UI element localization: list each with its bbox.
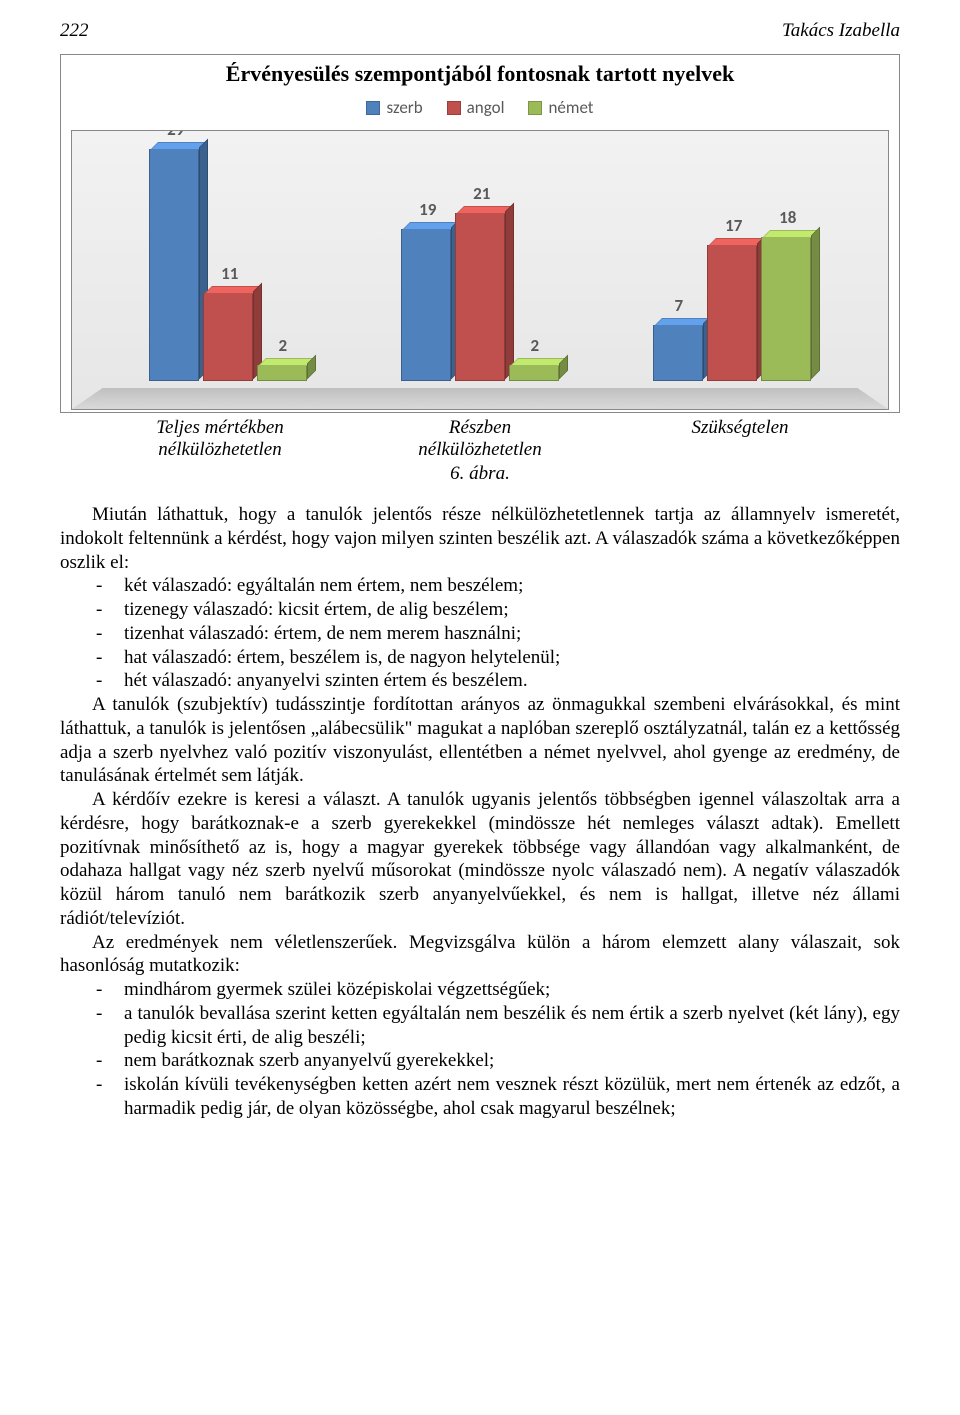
paragraph-2: A tanulók (szubjektív) tudásszintje ford… [60, 693, 900, 788]
chart-container: Érvényesülés szempontjából fontosnak tar… [60, 54, 900, 413]
bar-value-label: 11 [221, 263, 238, 284]
bar: 2 [257, 365, 307, 381]
body-text: Miután láthattuk, hogy a tanulók jelentő… [60, 503, 900, 1121]
bar-value-label: 17 [725, 215, 742, 236]
list-item: a tanulók bevallása szerint ketten egyál… [124, 1002, 900, 1050]
figure-caption: 6. ábra. [60, 463, 900, 485]
legend-swatch [447, 101, 461, 115]
chart-legend: szerb angol német [71, 97, 889, 118]
legend-swatch [366, 101, 380, 115]
category-label: Szükségtelen [610, 417, 870, 461]
bar: 18 [761, 237, 811, 381]
category-label: Részbennélkülözhetetlen [350, 417, 610, 461]
list-item: hat válaszadó: értem, beszélem is, de na… [124, 646, 900, 670]
chart-title: Érvényesülés szempontjából fontosnak tar… [71, 61, 889, 87]
bullet-list-1: két válaszadó: egyáltalán nem értem, nem… [60, 574, 900, 693]
paragraph-1: Miután láthattuk, hogy a tanulók jelentő… [60, 503, 900, 574]
bar-group: 29112 [149, 149, 307, 381]
list-item: tizenhat válaszadó: értem, de nem merem … [124, 622, 900, 646]
bar-group: 19212 [401, 213, 559, 381]
category-label: Teljes mértékbennélkülözhetetlen [90, 417, 350, 461]
bar: 2 [509, 365, 559, 381]
legend-label: szerb [386, 97, 422, 118]
chart-axis-labels: Teljes mértékbennélkülözhetetlenRészbenn… [60, 417, 900, 461]
bullet-list-2: mindhárom gyermek szülei középiskolai vé… [60, 978, 900, 1121]
chart-groups: 291121921271718 [102, 131, 858, 381]
bar-group: 71718 [653, 237, 811, 381]
legend-swatch [528, 101, 542, 115]
bar-value-label: 18 [779, 207, 796, 228]
bar: 7 [653, 325, 703, 381]
bar-value-label: 21 [473, 183, 490, 204]
legend-item: angol [447, 97, 505, 118]
paragraph-4: Az eredmények nem véletlenszerűek. Megvi… [60, 931, 900, 979]
list-item: nem barátkoznak szerb anyanyelvű gyereke… [124, 1049, 900, 1073]
legend-label: német [548, 97, 593, 118]
bar-value-label: 2 [279, 335, 288, 356]
chart-plot-area: 291121921271718 [71, 130, 889, 410]
bar: 19 [401, 229, 451, 381]
bar-value-label: 19 [419, 199, 436, 220]
author-name: Takács Izabella [782, 20, 900, 42]
list-item: két válaszadó: egyáltalán nem értem, nem… [124, 574, 900, 598]
bar-value-label: 7 [675, 295, 684, 316]
bar-value-label: 29 [167, 130, 184, 140]
list-item: tizenegy válaszadó: kicsit értem, de ali… [124, 598, 900, 622]
list-item: iskolán kívüli tevékenységben ketten azé… [124, 1073, 900, 1121]
legend-item: német [528, 97, 593, 118]
bar: 29 [149, 149, 199, 381]
chart-floor [72, 388, 888, 409]
bar: 11 [203, 293, 253, 381]
bar: 21 [455, 213, 505, 381]
legend-item: szerb [366, 97, 422, 118]
list-item: mindhárom gyermek szülei középiskolai vé… [124, 978, 900, 1002]
page-header: 222 Takács Izabella [60, 20, 900, 42]
bar: 17 [707, 245, 757, 381]
page-number: 222 [60, 20, 89, 42]
legend-label: angol [467, 97, 505, 118]
list-item: hét válaszadó: anyanyelvi szinten értem … [124, 669, 900, 693]
bar-value-label: 2 [531, 335, 540, 356]
paragraph-3: A kérdőív ezekre is keresi a választ. A … [60, 788, 900, 931]
